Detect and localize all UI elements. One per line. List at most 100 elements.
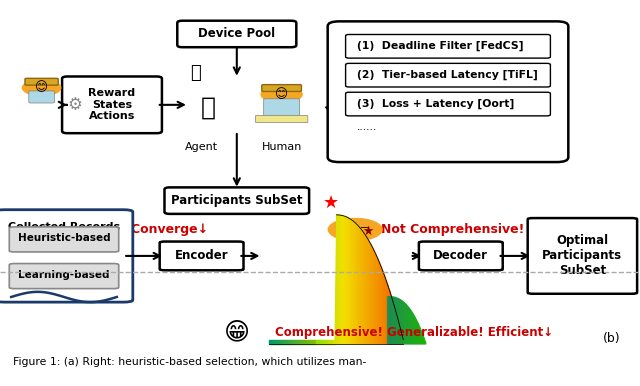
Text: ⚙: ⚙ [67, 96, 83, 114]
Polygon shape [388, 285, 390, 344]
Polygon shape [274, 340, 276, 344]
Polygon shape [326, 103, 342, 127]
Polygon shape [311, 340, 313, 344]
Polygon shape [425, 341, 426, 344]
Polygon shape [424, 338, 425, 344]
Polygon shape [337, 215, 339, 344]
Polygon shape [347, 217, 349, 344]
Text: (3)  Loss + Latency [Oort]: (3) Loss + Latency [Oort] [357, 98, 515, 108]
Polygon shape [392, 297, 394, 344]
FancyBboxPatch shape [346, 34, 550, 58]
Polygon shape [305, 340, 306, 344]
Polygon shape [378, 259, 380, 344]
Polygon shape [298, 340, 300, 344]
Text: ★: ★ [323, 194, 339, 212]
Text: Encoder: Encoder [175, 249, 228, 262]
FancyBboxPatch shape [346, 63, 550, 87]
Text: ●: ● [31, 228, 40, 238]
Text: 💡: 💡 [190, 64, 200, 82]
Polygon shape [357, 225, 359, 344]
Polygon shape [340, 215, 342, 344]
Polygon shape [332, 340, 333, 344]
Polygon shape [318, 340, 320, 344]
FancyBboxPatch shape [328, 21, 568, 162]
Polygon shape [401, 300, 403, 344]
Text: ✕✕: ✕✕ [26, 222, 45, 232]
Polygon shape [401, 333, 403, 344]
Text: Comprehensive! Generalizable! Efficient↓: Comprehensive! Generalizable! Efficient↓ [275, 326, 554, 339]
Polygon shape [390, 291, 391, 344]
FancyBboxPatch shape [160, 242, 244, 270]
Circle shape [328, 218, 382, 240]
Polygon shape [376, 255, 378, 344]
FancyBboxPatch shape [264, 99, 300, 116]
Polygon shape [391, 296, 393, 344]
Text: (a): (a) [604, 252, 621, 265]
Polygon shape [419, 326, 420, 344]
Text: Reward
States
Actions: Reward States Actions [88, 88, 136, 122]
Polygon shape [398, 320, 400, 344]
Polygon shape [339, 215, 340, 344]
Polygon shape [306, 340, 308, 344]
Text: (b): (b) [603, 332, 621, 345]
Text: Participants SubSet: Participants SubSet [171, 194, 303, 207]
Polygon shape [272, 340, 274, 344]
Polygon shape [406, 305, 407, 344]
Polygon shape [325, 340, 326, 344]
FancyBboxPatch shape [10, 227, 119, 252]
Polygon shape [271, 340, 272, 344]
Polygon shape [354, 222, 356, 344]
Polygon shape [422, 333, 423, 344]
Polygon shape [404, 303, 405, 344]
Circle shape [22, 80, 61, 96]
Text: 😊: 😊 [35, 81, 48, 94]
Polygon shape [284, 340, 286, 344]
Polygon shape [393, 301, 395, 344]
Polygon shape [286, 340, 287, 344]
Polygon shape [386, 281, 388, 344]
FancyBboxPatch shape [177, 21, 296, 47]
Polygon shape [291, 340, 292, 344]
Polygon shape [396, 298, 397, 344]
Polygon shape [400, 326, 401, 344]
Text: Human: Human [261, 142, 302, 152]
Polygon shape [408, 307, 409, 344]
Polygon shape [351, 219, 352, 344]
Polygon shape [316, 340, 318, 344]
Polygon shape [385, 276, 386, 344]
Polygon shape [399, 299, 401, 344]
Polygon shape [374, 251, 376, 344]
Text: (2)  Tier-based Latency [TiFL]: (2) Tier-based Latency [TiFL] [357, 69, 538, 80]
Text: Heuristic-based: Heuristic-based [18, 233, 110, 243]
Polygon shape [292, 340, 294, 344]
FancyBboxPatch shape [10, 264, 119, 289]
Polygon shape [412, 312, 413, 344]
Polygon shape [289, 340, 291, 344]
FancyBboxPatch shape [346, 92, 550, 116]
Polygon shape [287, 340, 289, 344]
Text: Device Pool: Device Pool [198, 27, 275, 41]
FancyBboxPatch shape [255, 115, 308, 123]
Polygon shape [394, 297, 396, 344]
Polygon shape [321, 340, 323, 344]
FancyBboxPatch shape [528, 218, 637, 294]
Polygon shape [361, 229, 362, 344]
Polygon shape [409, 308, 410, 344]
Polygon shape [326, 340, 328, 344]
Text: 😁: 😁 [224, 320, 250, 344]
Polygon shape [403, 302, 404, 344]
Polygon shape [344, 216, 346, 344]
Polygon shape [380, 262, 381, 344]
Polygon shape [372, 247, 374, 344]
Polygon shape [390, 297, 392, 344]
Polygon shape [308, 340, 310, 344]
Polygon shape [371, 244, 372, 344]
Polygon shape [396, 313, 398, 344]
Text: Hard to Converge↓: Hard to Converge↓ [74, 223, 208, 236]
Polygon shape [416, 319, 417, 344]
FancyBboxPatch shape [25, 78, 58, 85]
Polygon shape [346, 217, 347, 344]
Polygon shape [405, 304, 406, 344]
Polygon shape [366, 235, 367, 344]
Text: Agent: Agent [185, 142, 218, 152]
